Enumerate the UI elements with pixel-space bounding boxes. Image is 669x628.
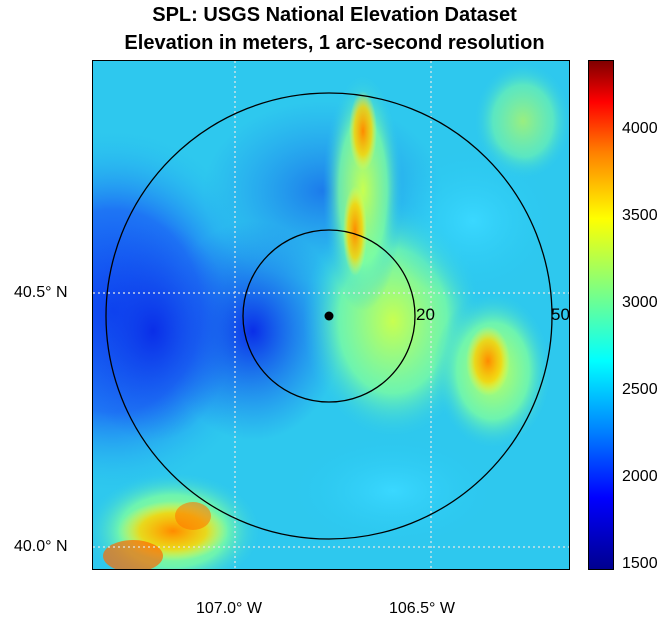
lat-label-40-5: 40.5° N [14,284,68,301]
colorbar-tick-1500: 1500 [622,555,658,572]
elevation-map [92,60,570,570]
colorbar-tick-4000: 4000 [622,120,658,137]
range-ring-50 [105,92,553,540]
ring-label-20: 20 [416,305,435,324]
lon-label-107-0: 107.0° W [196,600,262,617]
map-subtitle: Elevation in meters, 1 arc-second resolu… [124,32,545,54]
lon-label-106-5: 106.5° W [389,600,455,617]
colorbar-tick-2500: 2500 [622,381,658,398]
elevation-colorbar [588,60,614,570]
elevation-map-svg [93,61,569,569]
colorbar-tick-3500: 3500 [622,207,658,224]
site-marker [324,311,334,321]
colorbar-tick-3000: 3000 [622,294,658,311]
ring-label-50: 50 [551,305,570,324]
map-title: SPL: USGS National Elevation Dataset [152,4,517,26]
range-ring-20 [242,229,416,403]
colorbar-tick-2000: 2000 [622,468,658,485]
lat-label-40-0: 40.0° N [14,538,68,555]
